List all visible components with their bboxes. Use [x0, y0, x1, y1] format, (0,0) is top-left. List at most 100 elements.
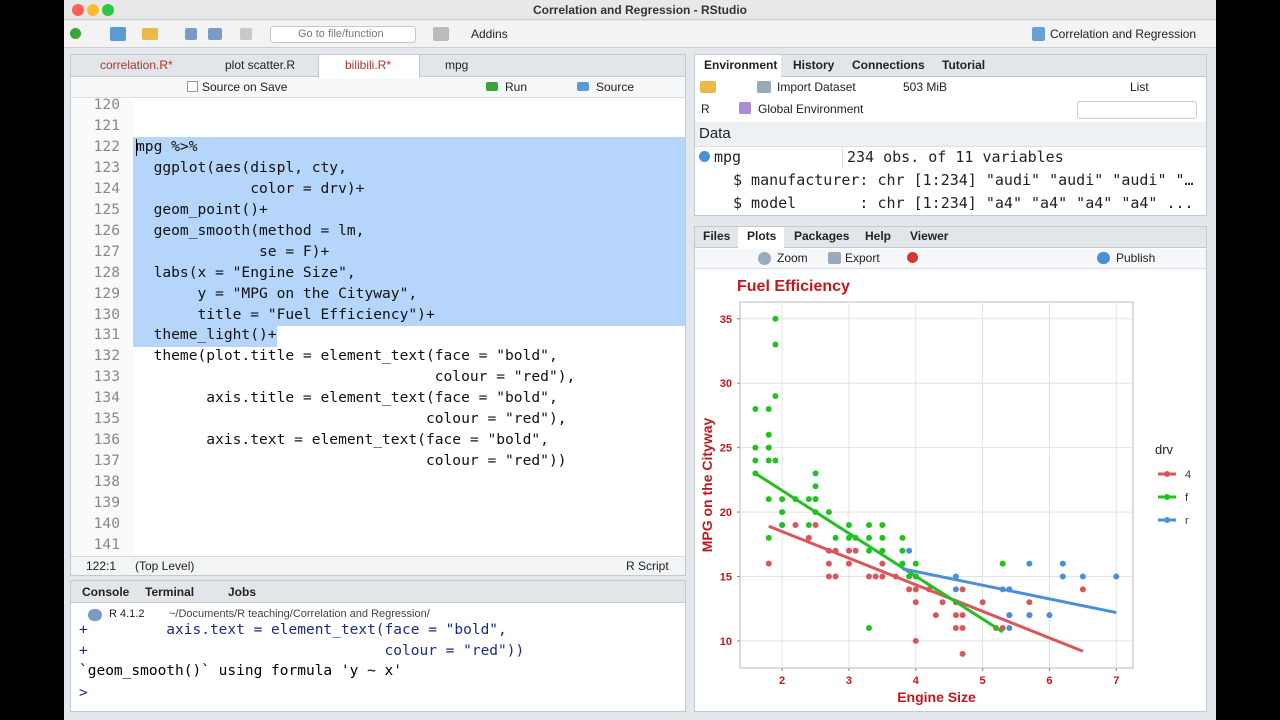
editor-tab[interactable]: bilibili.R*: [345, 58, 392, 72]
tab[interactable]: History: [793, 58, 835, 72]
line-number: 126: [93, 221, 120, 239]
tab[interactable]: Connections: [852, 58, 925, 72]
code-line: theme_light()+: [136, 326, 277, 344]
run-button[interactable]: Run: [505, 80, 528, 94]
layout-icon[interactable]: [433, 27, 449, 41]
source-button[interactable]: Source: [596, 80, 635, 94]
addins-menu[interactable]: Addins: [471, 27, 508, 41]
active-tab[interactable]: [318, 55, 420, 78]
chart-title: Fuel Efficiency: [737, 278, 850, 295]
point: [1079, 586, 1086, 593]
goto-input[interactable]: [270, 26, 416, 43]
line-number: 124: [93, 179, 120, 197]
code-line: colour = "red"),: [136, 410, 567, 428]
line-number: 132: [93, 347, 120, 365]
line-number: 121: [93, 116, 120, 134]
remove-plot[interactable]: [907, 252, 918, 263]
point: [805, 534, 812, 541]
language-menu[interactable]: R: [701, 102, 710, 116]
column-divider: [842, 146, 843, 169]
point: [899, 534, 906, 541]
point: [906, 547, 913, 554]
tab[interactable]: Terminal: [145, 585, 195, 599]
point: [952, 625, 959, 632]
view-mode[interactable]: List: [1130, 80, 1149, 94]
project-menu-icon[interactable]: [1032, 27, 1045, 41]
tab[interactable]: Help: [865, 229, 892, 243]
point: [1006, 612, 1013, 619]
run-icon[interactable]: [486, 82, 498, 91]
print-icon[interactable]: [240, 28, 252, 40]
editor-tab[interactable]: correlation.R*: [100, 58, 173, 72]
memory-usage[interactable]: 503 MiB: [903, 80, 948, 94]
tab[interactable]: Environment: [704, 58, 778, 72]
new-file-icon[interactable]: [70, 28, 81, 39]
plot: 2 3 4 5 6 7 10 15 20 25 30 35 Fuel Efficiency Engine …: [699, 278, 1191, 705]
open-icon[interactable]: [142, 28, 158, 40]
status-bar: [71, 556, 685, 575]
source-on-save-checkbox[interactable]: [187, 81, 198, 92]
point: [805, 496, 812, 503]
point: [765, 444, 772, 451]
point: [765, 457, 772, 464]
code-line: title = "Fuel Efficiency")+: [136, 305, 435, 323]
load-icon[interactable]: [700, 81, 716, 93]
object-name[interactable]: mpg: [714, 148, 742, 166]
source-icon[interactable]: [577, 82, 589, 91]
scope-menu[interactable]: (Top Level): [135, 559, 195, 573]
point: [865, 625, 872, 632]
active-tab[interactable]: [695, 55, 781, 78]
tab[interactable]: Jobs: [228, 585, 257, 599]
project-menu[interactable]: Correlation and Regression: [1050, 27, 1197, 41]
project-icon[interactable]: [110, 27, 126, 41]
tab[interactable]: Tutorial: [942, 58, 986, 72]
import-dataset[interactable]: Import Dataset: [777, 80, 856, 94]
line-number: 127: [93, 242, 120, 260]
point: [912, 599, 919, 606]
point: [825, 509, 832, 516]
import-icon[interactable]: [757, 81, 771, 93]
tab[interactable]: Packages: [794, 229, 850, 243]
point: [1059, 573, 1066, 580]
search-box[interactable]: [1077, 101, 1197, 119]
point: [865, 573, 872, 580]
working-dir[interactable]: ~/Documents/R teaching/Correlation and R…: [169, 608, 430, 620]
tab[interactable]: Viewer: [910, 229, 949, 243]
tab[interactable]: Plots: [747, 229, 777, 243]
close-button[interactable]: [72, 4, 84, 16]
point: [752, 457, 759, 464]
point: [912, 560, 919, 567]
export-menu[interactable]: Export: [845, 251, 880, 265]
expand-icon[interactable]: [699, 151, 710, 162]
minimize-button[interactable]: [87, 4, 99, 16]
zoom-icon[interactable]: [758, 252, 771, 265]
point: [899, 547, 906, 554]
editor-tab[interactable]: plot scatter.R: [225, 58, 296, 72]
publish-menu[interactable]: Publish: [1116, 251, 1156, 265]
save-icon[interactable]: [185, 28, 197, 40]
point: [1046, 612, 1053, 619]
save-all-icon[interactable]: [208, 28, 222, 40]
console-line: + colour = "red")): [79, 643, 525, 659]
zoom-button[interactable]: [102, 4, 114, 16]
point: [772, 457, 779, 464]
filetype-menu[interactable]: R Script: [626, 559, 669, 573]
point: [832, 534, 839, 541]
console-tabs: [71, 581, 685, 603]
tab[interactable]: Console: [82, 585, 130, 599]
point: [825, 560, 832, 567]
fit-line: [902, 567, 1117, 615]
point: [959, 586, 966, 593]
zoom-button[interactable]: Zoom: [777, 251, 808, 265]
publish-icon[interactable]: [1097, 252, 1110, 264]
section-header: [695, 122, 1206, 146]
line-number: 138: [93, 473, 120, 491]
source-on-save[interactable]: Source on Save: [202, 80, 288, 94]
code-line: se = F)+: [136, 242, 330, 260]
editor-tab[interactable]: mpg: [445, 58, 469, 72]
active-tab[interactable]: [738, 227, 784, 249]
tab[interactable]: Files: [703, 229, 731, 243]
point: [959, 650, 966, 657]
export-icon[interactable]: [828, 252, 841, 264]
scope-menu[interactable]: Global Environment: [758, 102, 864, 116]
